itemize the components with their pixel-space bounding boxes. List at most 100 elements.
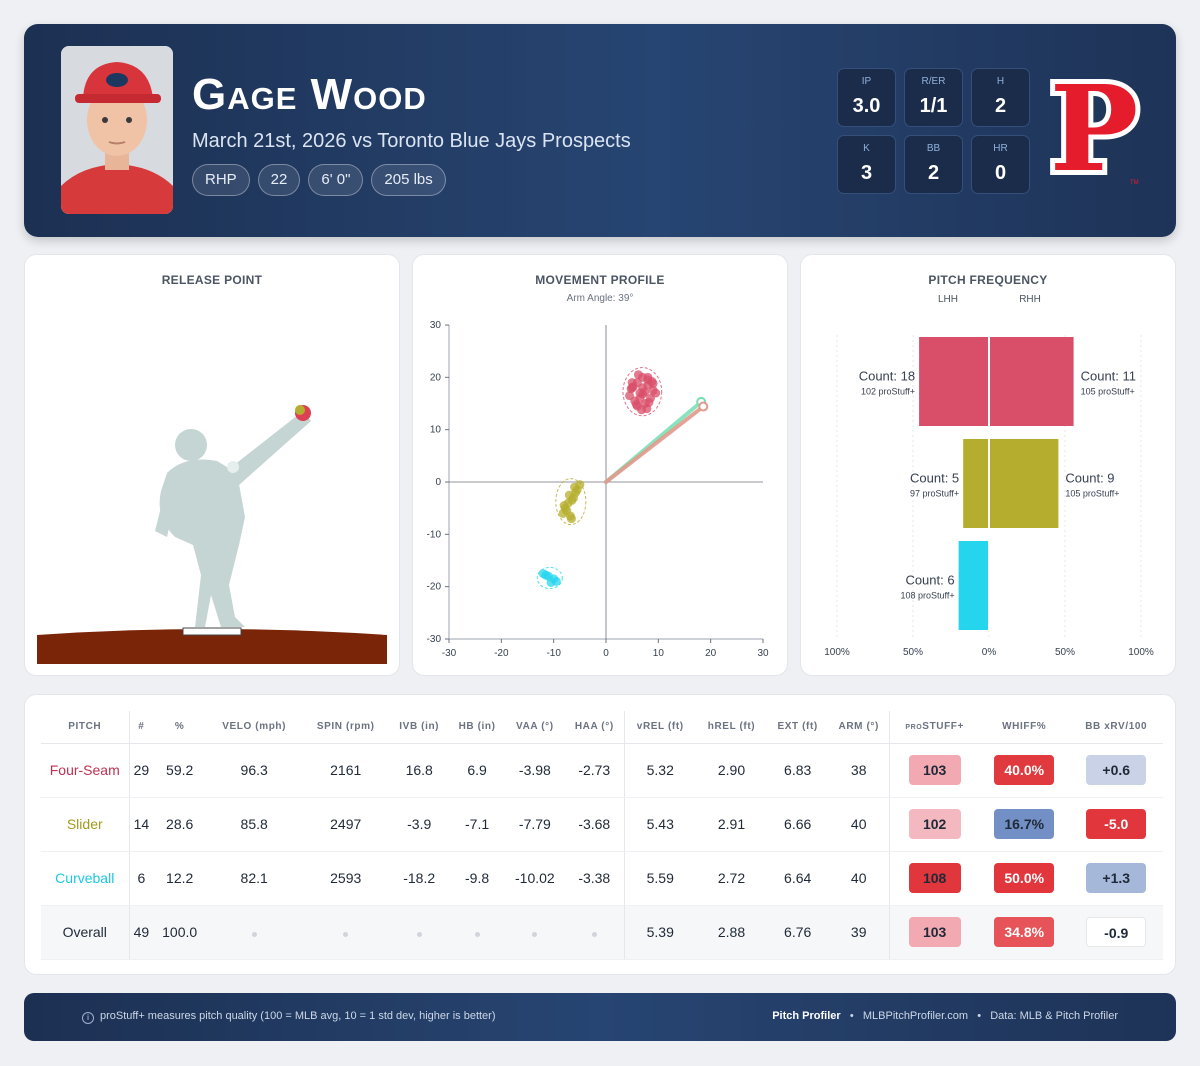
logo-trademark: TM — [1130, 180, 1139, 186]
x-tick-label: -30 — [442, 648, 457, 659]
pitch-metrics-table: PITCH #% VELO (mph) SPIN (rpm) IVB (in) HB (i… — [41, 711, 1163, 960]
metric-cell: 2593 — [302, 851, 390, 906]
metric-cell: -3.98 — [504, 743, 565, 798]
lhh-label: LHH — [938, 294, 958, 305]
cluster-ellipse-curveball — [536, 566, 563, 589]
metric-cell: 82.1 — [206, 851, 303, 906]
movement-chart: -30 -20 -10 0 10 20 30 -30 -20 -10 0 10 20 30 — [427, 320, 769, 659]
bar-label-rhh: Count: 11 — [1081, 369, 1136, 384]
bar-label-lhh: Count: 5 — [910, 471, 959, 486]
stat-label: BB — [926, 143, 941, 154]
bar-label-lhh: Count: 6 — [905, 573, 954, 588]
bar-sublabel-lhh: 108 proStuff+ — [900, 591, 954, 601]
chip-throws: RHP — [192, 164, 250, 196]
column-header: HAA (°) — [564, 711, 625, 744]
footer-info: i proStuff+ measures pitch quality (100 =… — [82, 1010, 496, 1024]
x-tick-label: 100% — [1128, 647, 1154, 658]
pitch-point-fourseam — [643, 372, 653, 382]
footer-brand: Pitch Profiler — [772, 1010, 841, 1022]
empty-dot — [416, 932, 422, 937]
logo-letter-outline: P — [1050, 68, 1139, 193]
xrv-badge: +1.3 — [1086, 863, 1147, 893]
column-header: EXT (ft) — [767, 711, 829, 744]
pitch-point-slider — [560, 503, 570, 513]
whiff-badge: 16.7% — [994, 809, 1055, 839]
table-row: Overall 49 100.0 5.39 2.88 6.76 39 103 34.8% -0.9 — [41, 905, 1163, 960]
stat-value: 1/1 — [919, 95, 948, 117]
metric-cell: 5.39 — [623, 905, 696, 960]
team-logo: P P TM — [1044, 54, 1144, 203]
empty-dot — [251, 932, 257, 937]
y-tick-label: 30 — [430, 320, 442, 331]
column-header: PITCH — [41, 711, 129, 744]
release-point-slider — [295, 405, 305, 415]
stat-label: K — [863, 143, 870, 154]
whiff-badge: 34.8% — [994, 917, 1055, 947]
pitch-point-slider — [575, 480, 585, 490]
footer-data-source: Data: MLB & Pitch Profiler — [990, 1010, 1118, 1022]
bar-lhh-slider — [963, 439, 989, 528]
y-tick-label: 20 — [430, 372, 442, 383]
y-tick-label: -20 — [427, 582, 442, 593]
stat-label: HR — [993, 143, 1008, 154]
stat-value: 3 — [860, 162, 873, 184]
movement-subtitle: Arm Angle: 39° — [566, 293, 634, 304]
metric-cell: 6.64 — [767, 851, 829, 906]
metric-cell: -7.79 — [504, 797, 565, 852]
metric-cell: -10.02 — [504, 851, 565, 906]
metric-cell: 14 — [128, 797, 154, 852]
pitch-point-slider — [566, 514, 576, 524]
stat-bb: BB 2 — [904, 135, 963, 194]
table-row: Four-Seam 29 59.2 96.3 2161 16.8 6.9 -3.98 -2.73… — [41, 743, 1163, 798]
x-tick-label: 0 — [603, 648, 609, 659]
metric-cell: 29 — [128, 743, 154, 798]
prostuff-badge: 108 — [908, 863, 961, 893]
xrv-badge: +0.6 — [1086, 755, 1147, 785]
footer-site[interactable]: MLBPitchProfiler.com — [862, 1010, 969, 1022]
pitch-point-fourseam — [651, 388, 661, 398]
player-photo — [61, 46, 173, 214]
chip-height: 6' 0" — [308, 164, 364, 196]
column-header: hREL (ft) — [695, 711, 768, 744]
frequency-title: PITCH FREQUENCY — [928, 273, 1048, 287]
x-tick-label: 100% — [824, 647, 850, 658]
mound — [37, 629, 387, 664]
pitch-name-cell: Four-Seam — [41, 743, 129, 798]
bar-label-lhh: Count: 18 — [859, 369, 915, 384]
badge-cell: -0.9 — [1069, 905, 1163, 960]
chip-weight: 205 lbs — [371, 164, 446, 196]
stat-r-er: R/ER 1/1 — [904, 68, 963, 127]
badge-cell: 108 — [889, 851, 979, 906]
bar-label-rhh: Count: 9 — [1065, 471, 1114, 486]
bar-sublabel-lhh: 102 proStuff+ — [861, 387, 915, 397]
empty-dot — [343, 932, 349, 937]
bar-sublabel-rhh: 105 proStuff+ — [1081, 387, 1135, 397]
empty-dot — [532, 932, 538, 937]
pitch-point-curveball — [546, 577, 556, 587]
metric-cell: 40 — [828, 851, 890, 906]
metric-cell: 2.88 — [695, 905, 768, 960]
footer-sep: • — [977, 1010, 982, 1022]
prostuff-badge: 103 — [908, 755, 961, 785]
shoulder-marker — [227, 461, 239, 473]
badge-cell: 103 — [889, 743, 979, 798]
empty-dot — [474, 932, 480, 937]
pitching-rubber — [182, 627, 242, 636]
bar-lhh-fourseam — [919, 337, 989, 426]
movement-profile-panel: MOVEMENT PROFILE Arm Angle: 39° -30 -20 -1… — [412, 254, 788, 676]
arm-angle-end-fourseam — [698, 401, 709, 412]
metric-cell: 6.76 — [767, 905, 829, 960]
column-header: VELO (mph) — [206, 711, 303, 744]
logo-letter: P — [1050, 68, 1139, 193]
pitch-frequency-panel: PITCH FREQUENCY 100% 50% 0% 50% 100% LHH RHH Co… — [800, 254, 1176, 676]
metric-cell: 28.6 — [153, 797, 207, 852]
x-tick-label: 10 — [653, 648, 665, 659]
metric-cell — [449, 905, 505, 960]
column-header: % — [153, 711, 207, 744]
bar-sublabel-rhh: 105 proStuff+ — [1065, 489, 1119, 499]
metric-cell: 5.32 — [623, 743, 696, 798]
cluster-ellipse-fourseam — [622, 367, 663, 417]
pitch-point-fourseam — [644, 397, 654, 407]
metric-cell: -3.68 — [564, 797, 625, 852]
